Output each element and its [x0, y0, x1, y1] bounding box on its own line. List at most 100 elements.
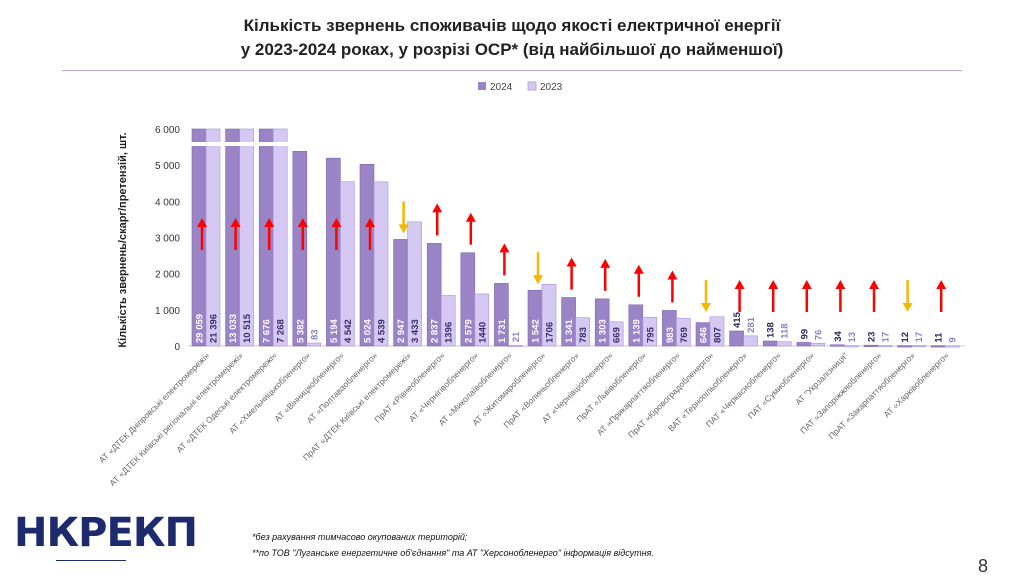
bar-2023: [306, 342, 322, 347]
bar-2023: [205, 128, 221, 347]
data-label-2023: 17: [881, 332, 892, 343]
data-label-2024: 138: [766, 322, 777, 338]
data-label-2024: 1 341: [564, 319, 575, 343]
data-label-2023: 10 515: [242, 313, 253, 343]
data-label-2023: 17: [914, 332, 925, 343]
data-label-2023: 3 433: [410, 319, 421, 343]
axis-break-gap: [238, 142, 255, 146]
trend-down-arrow-icon: [902, 280, 913, 312]
data-label-2023: 118: [780, 323, 791, 338]
trend-up-arrow-icon: [331, 218, 342, 250]
page-number: 8: [977, 556, 988, 576]
trend-up-arrow-icon: [465, 212, 476, 245]
trend-up-arrow-icon: [600, 258, 611, 291]
y-tick-label: 4 000: [155, 197, 180, 208]
data-label-2023: 1440: [477, 322, 488, 343]
bar-2024: [225, 128, 240, 347]
axis-break-gap: [224, 142, 241, 146]
trend-up-arrow-icon: [835, 280, 846, 312]
data-label-2023: 669: [612, 327, 623, 343]
data-label-2024: 1 303: [598, 319, 609, 343]
data-label-2023: 21 396: [209, 314, 220, 343]
y-tick-label: 3 000: [155, 234, 180, 245]
data-label-2023: 281: [746, 316, 757, 333]
y-axis-label: Кількість звернень/скарг/претензій, шт.: [117, 132, 129, 347]
bar-2024: [830, 344, 845, 347]
bar-2023: [810, 342, 826, 347]
logo-underline: [56, 560, 126, 571]
data-label-2024: 1 542: [531, 319, 542, 343]
data-label-2023: 783: [578, 327, 589, 343]
bar-2023: [575, 317, 590, 347]
bar-2023: [642, 316, 658, 347]
data-label-2023: 795: [645, 326, 656, 343]
bar-2023: [440, 295, 456, 347]
data-label-2024: 2 579: [463, 319, 474, 343]
trend-down-arrow-icon: [398, 201, 409, 234]
data-label-2024: 29 059: [195, 314, 206, 343]
trend-up-arrow-icon: [633, 264, 644, 297]
trend-up-arrow-icon: [365, 218, 375, 250]
y-tick-label: 0: [174, 342, 180, 353]
data-label-2024: 13 033: [228, 314, 239, 343]
bar-2023: [340, 181, 355, 347]
legend-label-2023: 2023: [540, 82, 563, 93]
data-label-2024: 7 676: [262, 319, 273, 343]
bar-2023: [272, 128, 288, 347]
category-label: АТ «ДТЕК Київські регіональні електромер…: [107, 350, 245, 488]
y-tick-label: 5 000: [155, 161, 180, 172]
data-label-2024: 646: [699, 327, 710, 343]
legend-swatch-2024: [478, 82, 486, 90]
bar-2023: [743, 335, 758, 347]
trend-up-arrow-icon: [432, 203, 443, 236]
data-label-2023: 1396: [444, 322, 455, 343]
bar-2024: [292, 151, 308, 347]
trend-up-arrow-icon: [264, 218, 275, 250]
footnote-2: **по ТОВ "Луганське енергетичне об'єднан…: [252, 548, 654, 558]
y-tick-label: 1 000: [155, 306, 180, 317]
data-label-2023: 83: [309, 329, 320, 340]
trend-up-arrow-icon: [869, 280, 879, 312]
bar-2024: [426, 243, 442, 347]
data-label-2024: 23: [867, 332, 878, 343]
trend-up-arrow-icon: [197, 218, 207, 250]
data-label-2024: 12: [900, 332, 911, 343]
data-label-2024: 1 139: [631, 319, 642, 343]
title-line-1: Кількість звернень споживачів щодо якост…: [243, 16, 781, 35]
data-label-2024: 5 382: [295, 319, 306, 343]
title-line-2: у 2023-2024 роках, у розрізі ОСР* (від н…: [240, 40, 784, 59]
bar-2024: [863, 344, 879, 347]
legend-swatch-2023: [527, 81, 537, 91]
page-title: Кількість звернень споживачів щодо якост…: [0, 14, 1024, 62]
bar-2023: [608, 321, 624, 347]
trend-up-arrow-icon: [297, 218, 308, 250]
axis-break-gap: [205, 142, 221, 146]
data-label-2023: 807: [713, 327, 724, 343]
bar-2023: [474, 293, 490, 347]
bar-2023: [373, 181, 389, 347]
footnote-1: *без рахування тимчасово окупованих тери…: [252, 532, 468, 542]
trend-up-arrow-icon: [936, 280, 947, 312]
data-label-2023: 4 539: [377, 319, 388, 343]
bar-2024: [762, 340, 778, 347]
trend-up-arrow-icon: [499, 243, 510, 276]
bar-2024: [494, 283, 509, 347]
bar-2023: [911, 345, 926, 348]
bar-2023: [944, 345, 960, 348]
data-label-2023: 21: [511, 331, 522, 342]
data-label-2024: 415: [732, 311, 743, 328]
axis-break-gap: [191, 142, 207, 146]
data-label-2024: 1 731: [497, 319, 508, 343]
trend-down-arrow-icon: [701, 280, 711, 312]
trend-up-arrow-icon: [801, 280, 812, 312]
y-tick-label: 2 000: [155, 270, 180, 281]
axis-break-gap: [258, 142, 275, 146]
bar-2024: [897, 345, 912, 348]
trend-up-arrow-icon: [230, 218, 241, 250]
bar-2023: [776, 341, 792, 347]
trend-up-arrow-icon: [667, 270, 678, 303]
y-tick-label: 6 000: [155, 125, 180, 136]
bar-2024: [796, 342, 812, 347]
data-label-2024: 2 947: [396, 319, 407, 343]
